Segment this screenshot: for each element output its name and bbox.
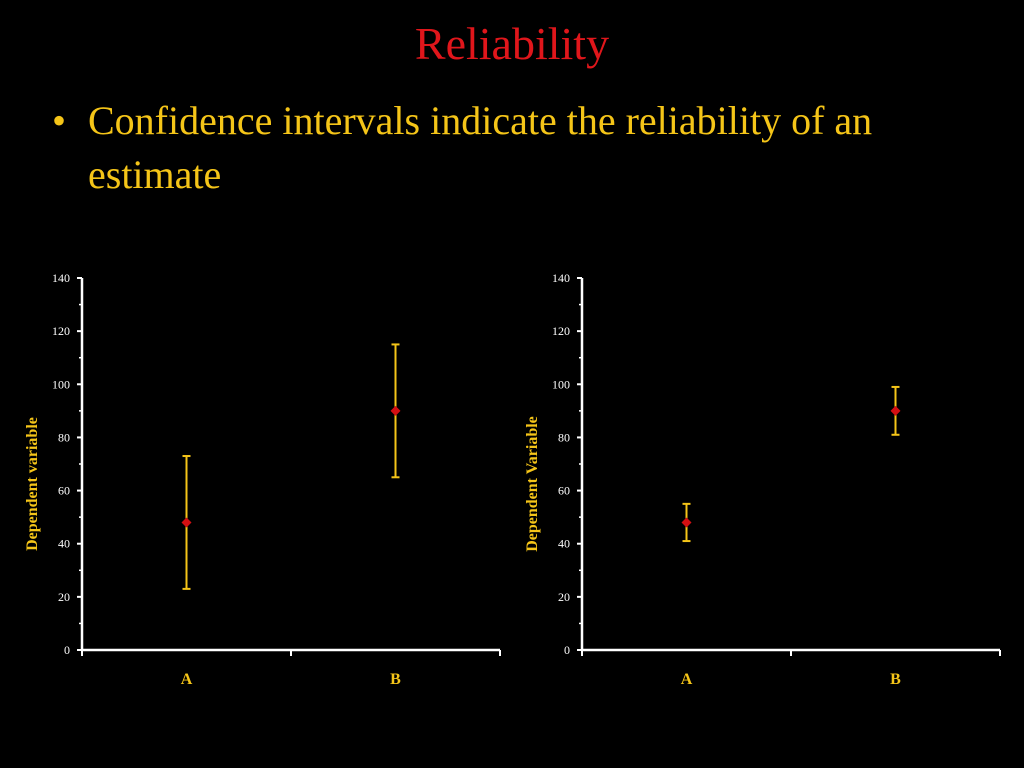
- y-tick-label: 100: [552, 377, 570, 391]
- y-tick-label: 100: [52, 377, 70, 391]
- y-tick-label: 140: [552, 271, 570, 285]
- chart-right: 0 20 40 60 80 100 120 140 Dependent Variable A B: [524, 271, 1001, 688]
- x-category-label: A: [681, 671, 693, 688]
- y-axis-label: Dependent variable: [24, 417, 41, 551]
- y-tick-label: 60: [558, 484, 570, 498]
- data-point-b: [390, 405, 401, 416]
- y-tick-label: 20: [58, 590, 70, 604]
- y-tick-label: 20: [558, 590, 570, 604]
- data-point-a: [681, 517, 692, 528]
- y-tick-label: 120: [52, 324, 70, 338]
- y-tick-label: 80: [58, 430, 70, 444]
- x-category-label: B: [390, 671, 401, 688]
- x-category-label: B: [890, 671, 901, 688]
- y-tick-label: 60: [58, 484, 70, 498]
- bullet-marker: •: [52, 98, 67, 143]
- y-tick-label: 40: [558, 537, 570, 551]
- x-category-label: A: [181, 671, 193, 688]
- y-axis-label: Dependent Variable: [524, 416, 541, 552]
- bullet-text: Confidence intervals indicate the reliab…: [88, 98, 873, 197]
- chart-left: 0 20 40 60 80 100 120 140 Dependent variable A B: [24, 271, 501, 688]
- y-tick-label: 120: [552, 324, 570, 338]
- y-tick-label: 0: [564, 643, 570, 657]
- y-tick-label: 0: [64, 643, 70, 657]
- bullet-point: • Confidence intervals indicate the reli…: [52, 94, 982, 202]
- y-tick-label: 40: [58, 537, 70, 551]
- y-tick-label: 80: [558, 430, 570, 444]
- slide-title: Reliability: [414, 18, 610, 69]
- data-point-a: [181, 517, 192, 528]
- data-point-b: [890, 405, 901, 416]
- y-tick-label: 140: [52, 271, 70, 285]
